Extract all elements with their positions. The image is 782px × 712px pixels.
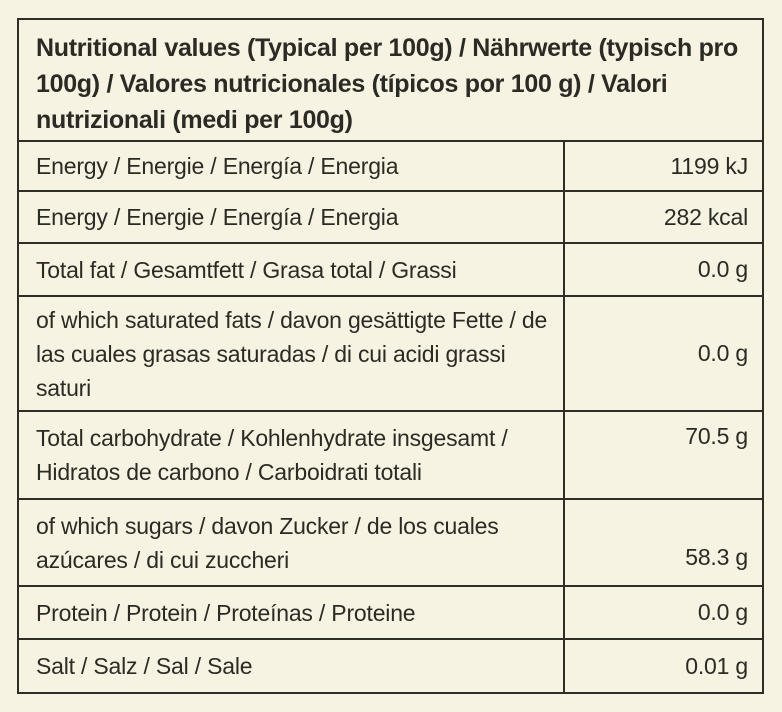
nutrient-label: Total fat / Gesamtfett / Grasa total / G… (36, 256, 457, 283)
table-row: Protein / Protein / Proteínas / Proteine… (19, 585, 762, 638)
table-title: Nutritional values (Typical per 100g) / … (36, 34, 738, 134)
table-row: Energy / Energie / Energía / Energia 119… (19, 140, 762, 190)
nutrient-value: 0.0 g (563, 244, 762, 295)
nutrient-label: of which saturated fats / davon gesättig… (36, 306, 548, 401)
nutrient-label: Total carbohydrate / Kohlenhydrate insge… (36, 425, 508, 485)
nutrient-value: 0.0 g (563, 297, 762, 410)
nutrition-table: Nutritional values (Typical per 100g) / … (17, 18, 764, 694)
nutrient-label: Salt / Salz / Sal / Sale (36, 653, 253, 679)
table-row: Salt / Salz / Sal / Sale 0.01 g (19, 638, 762, 692)
nutrient-label: Protein / Protein / Proteínas / Proteine (36, 599, 416, 626)
table-row: Energy / Energie / Energía / Energia 282… (19, 190, 762, 242)
nutrient-label: of which sugars / davon Zucker / de los … (36, 512, 499, 573)
nutrient-value: 58.3 g (563, 500, 762, 585)
nutrient-value: 1199 kJ (563, 142, 762, 190)
table-row: of which sugars / davon Zucker / de los … (19, 498, 762, 585)
table-row: Total fat / Gesamtfett / Grasa total / G… (19, 242, 762, 295)
nutrient-value: 282 kcal (563, 192, 762, 242)
table-row: Total carbohydrate / Kohlenhydrate insge… (19, 410, 762, 498)
table-row: of which saturated fats / davon gesättig… (19, 295, 762, 410)
nutrient-value: 0.01 g (563, 640, 762, 692)
nutrient-label: Energy / Energie / Energía / Energia (36, 153, 399, 179)
nutrient-value: 70.5 g (563, 412, 762, 498)
nutrient-label: Energy / Energie / Energía / Energia (36, 204, 399, 230)
nutrient-value: 0.0 g (563, 587, 762, 638)
